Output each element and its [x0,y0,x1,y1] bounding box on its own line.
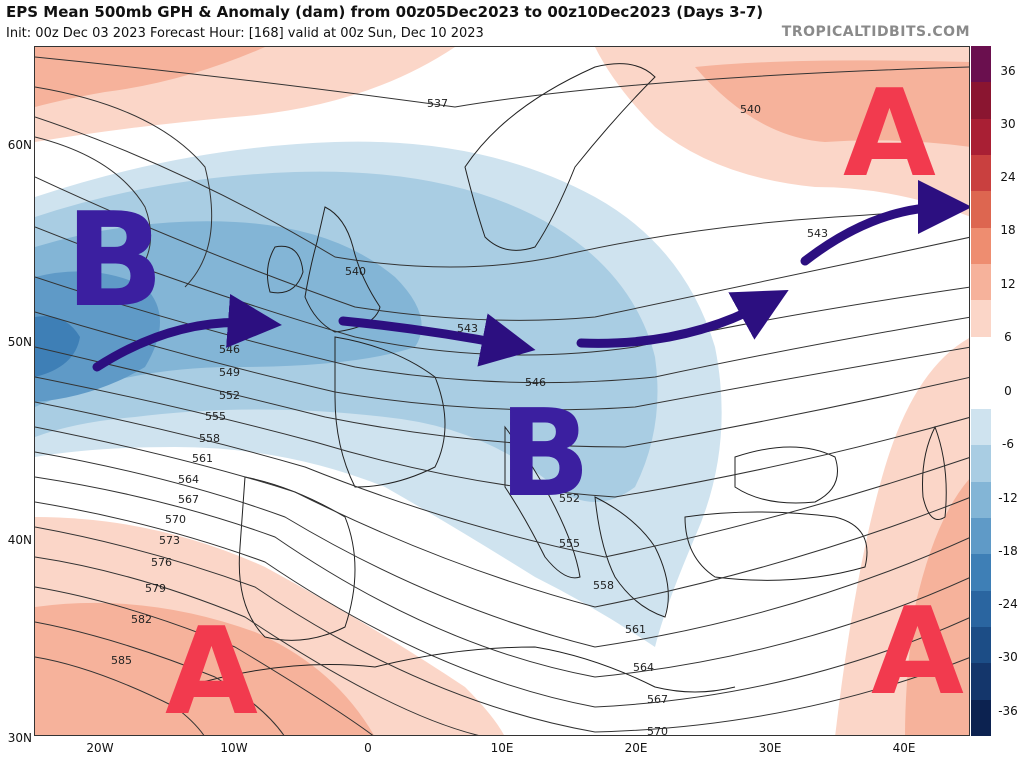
positive-anomaly-se-core [905,479,969,735]
contour-label: 543 [807,227,828,240]
colorbar-label: 36 [1000,64,1016,78]
colorbar-segment [971,663,991,701]
colorbar-segment [971,627,991,664]
low-pressure-label: B [65,184,164,336]
height-contours [35,56,969,735]
colorbar-segment [971,82,991,120]
colorbar-segment [971,409,991,446]
colorbar-label: 24 [1000,170,1016,184]
contour-label: 579 [145,582,166,595]
flow-arrows [92,180,969,372]
contour-label: 567 [647,693,668,706]
contour-label: 570 [165,513,186,526]
colorbar-segment [971,372,991,410]
colorbar-segment [971,191,991,229]
contour-label: 561 [625,623,646,636]
flow-arrow [576,289,789,348]
lon-label: 10E [490,741,514,755]
colorbar-label: 12 [1000,277,1016,291]
colorbar-segment [971,518,991,555]
contour-label: 564 [633,661,654,674]
contour-label: 546 [219,343,240,356]
lon-label: 40E [892,741,916,755]
map-canvas: 537 540 540 543 543 546 546 549 552 552 … [35,47,969,736]
colorbar-segment [971,118,991,156]
colorbar-label: 30 [1000,117,1016,131]
contour-label: 546 [525,376,546,389]
positive-anomaly-nw-core [35,47,265,107]
lat-label: 40N [7,533,32,547]
colorbar-label: -6 [1002,437,1014,451]
colorbar-label: -30 [998,650,1018,664]
flow-arrow [338,313,536,367]
colorbar-label: -24 [998,597,1018,611]
contour-label: 549 [219,366,240,379]
contour-label: 540 [345,265,366,278]
positive-anomaly-ne-core [695,60,969,147]
contour-label: 570 [647,725,668,736]
colorbar-segment [971,699,991,737]
map-panel: 537 540 540 543 543 546 546 549 552 552 … [34,46,970,736]
contour-label: 555 [559,537,580,550]
contour-label: 567 [178,493,199,506]
high-pressure-label: A [843,65,936,204]
negative-anomaly-center [35,316,80,377]
colorbar-segment [971,336,991,374]
contour-label: 564 [178,473,199,486]
contour-label: 543 [457,322,478,335]
contour-label: 537 [427,97,448,110]
colorbar [971,46,991,737]
contour-label: 552 [219,389,240,402]
contour-label: 552 [559,492,580,505]
contour-label: 555 [205,410,226,423]
colorbar-segment [971,300,991,338]
contour-label: 582 [131,613,152,626]
colorbar-segment [971,227,991,265]
map-title: EPS Mean 500mb GPH & Anomaly (dam) from … [6,3,764,21]
lat-label: 50N [7,335,32,349]
source-watermark: TROPICALTIDBITS.COM [781,24,970,40]
colorbar-label: 6 [1004,330,1012,344]
high-pressure-label: A [165,603,258,736]
low-pressure-label: B [499,385,590,524]
lon-label: 10W [220,741,248,755]
lon-label: 20E [624,741,648,755]
lat-label: 30N [7,731,32,745]
colorbar-segment [971,590,991,628]
contour-labels: 537 540 540 543 543 546 546 549 552 552 … [111,97,828,736]
flow-arrow [92,294,282,372]
lat-label: 60N [7,138,32,152]
lon-label: 30E [758,741,782,755]
contour-label: 558 [593,579,614,592]
positive-anomaly-sw-core [35,602,374,735]
lon-label: 0 [364,741,372,755]
contour-label: 585 [111,654,132,667]
contour-label: 558 [199,432,220,445]
flow-arrow [800,180,969,266]
colorbar-segment [971,481,991,519]
colorbar-segment [971,554,991,592]
map-subtitle: Init: 00z Dec 03 2023 Forecast Hour: [16… [6,26,484,41]
coastlines [184,63,947,693]
contour-label: 573 [159,534,180,547]
high-pressure-label: A [871,583,964,722]
colorbar-segment [971,154,991,192]
colorbar-label: 0 [1004,384,1012,398]
colorbar-label: 18 [1000,223,1016,237]
contour-label: 561 [192,452,213,465]
colorbar-label: -18 [998,544,1018,558]
contour-label: 540 [740,103,761,116]
colorbar-label: -36 [998,704,1018,718]
colorbar-label: -12 [998,491,1018,505]
colorbar-segment [971,263,991,301]
colorbar-segment [971,445,991,483]
lon-label: 20W [86,741,114,755]
contour-label: 576 [151,556,172,569]
colorbar-segment [971,46,991,83]
